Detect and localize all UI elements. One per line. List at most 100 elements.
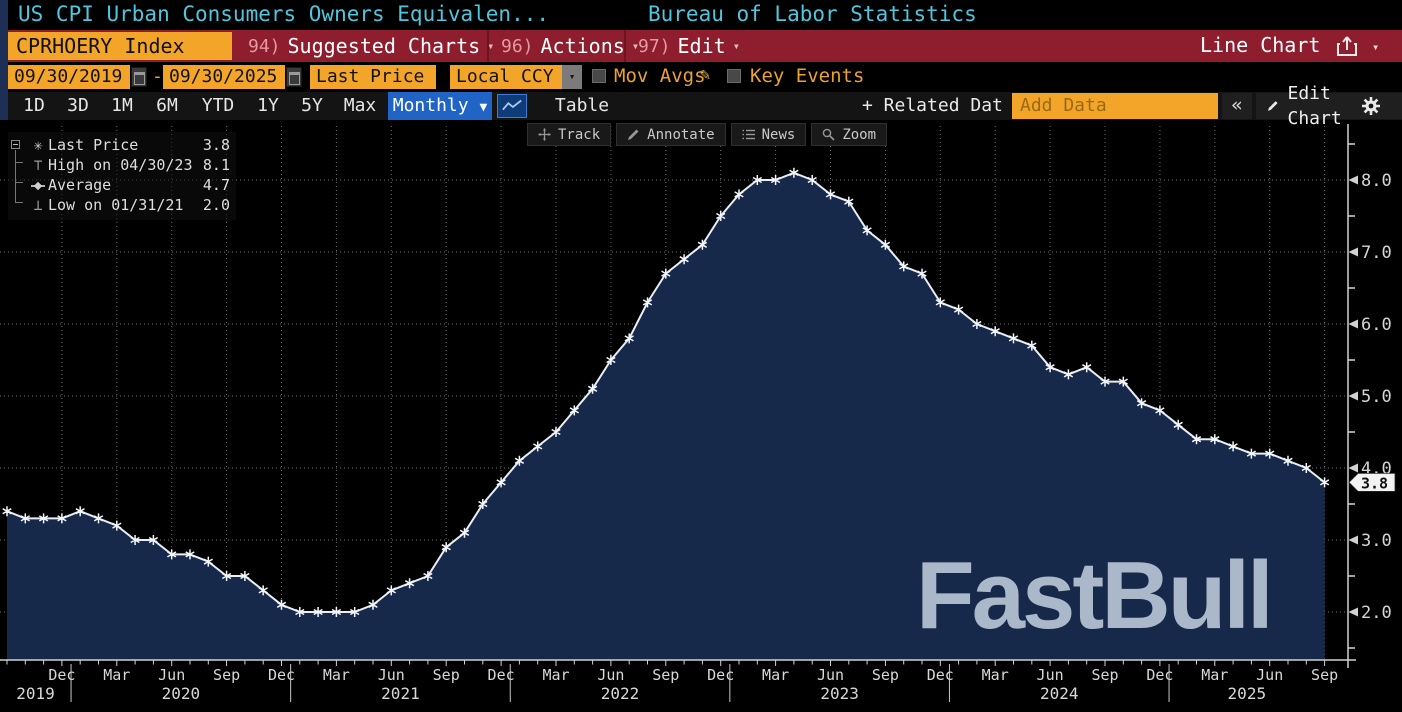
menu-actions[interactable]: 96) Actions ▾	[487, 30, 651, 62]
track-button[interactable]: Track	[527, 123, 612, 146]
y-tick-arrow	[1348, 247, 1358, 257]
legend-tree-stub	[16, 202, 23, 203]
news-button[interactable]: News	[730, 123, 807, 146]
legend-row-last-price: ✳ Last Price 3.8	[14, 135, 230, 155]
date-to-field[interactable]: 09/30/2025	[163, 65, 285, 89]
high-marker-icon: ⊤	[33, 156, 43, 174]
y-tick-arrow	[1348, 391, 1358, 401]
x-tick-label: Sep	[433, 666, 460, 684]
left-edge-strip	[0, 0, 8, 120]
period-label: Monthly	[392, 95, 469, 116]
range-tab-1y[interactable]: 1Y	[257, 95, 279, 116]
security-source: Bureau of Labor Statistics	[648, 2, 977, 26]
legend-collapse-box[interactable]	[11, 140, 20, 149]
annotate-button[interactable]: Annotate	[616, 123, 726, 146]
zoom-button[interactable]: Zoom	[811, 123, 888, 146]
menu-label: Actions	[540, 34, 625, 58]
y-tick-arrow	[1348, 607, 1358, 617]
legend-value: 3.8	[202, 136, 230, 154]
chart-type-label: Line Chart	[1200, 33, 1321, 57]
plot-toolbar: Track Annotate News Zoom	[527, 123, 888, 146]
security-title: US CPI Urban Consumers Owners Equivalen.…	[18, 2, 550, 26]
period-select-monthly[interactable]: Monthly ▼	[388, 92, 492, 120]
x-tick-label: Dec	[1146, 666, 1173, 684]
y-tick-label: 6.0	[1361, 315, 1392, 335]
calendar-icon[interactable]	[286, 67, 302, 87]
range-tab-6m[interactable]: 6M	[156, 95, 178, 116]
legend-label: Last Price	[48, 136, 139, 154]
collapse-button[interactable]: «	[1222, 93, 1252, 119]
x-tick-label: Jun	[1037, 666, 1064, 684]
x-tick-label: Mar	[103, 666, 130, 684]
x-tick-label: Mar	[542, 666, 569, 684]
last-price-badge-value: 3.8	[1361, 474, 1388, 492]
title-bar: US CPI Urban Consumers Owners Equivalen.…	[0, 0, 1402, 30]
export-icon[interactable]	[1334, 34, 1360, 58]
low-marker-icon: ⊥	[33, 196, 43, 214]
button-label: News	[761, 126, 796, 143]
price-field-select[interactable]: Last Price	[310, 65, 436, 89]
y-tick-label: 3.0	[1361, 531, 1392, 551]
x-tick-label: Jun	[597, 666, 624, 684]
pencil-icon	[1267, 101, 1278, 111]
x-tick-label: Dec	[927, 666, 954, 684]
watermark-logo: FastBull	[916, 542, 1274, 649]
x-tick-label: Jun	[817, 666, 844, 684]
last-price-marker-icon: ✳	[33, 136, 43, 154]
y-tick-label: 2.0	[1361, 603, 1392, 623]
calendar-icon[interactable]	[131, 67, 147, 87]
period-tab-bar: 1D 3D 1M 6M YTD 1Y 5Y Max Monthly ▼ Table + Rel…	[0, 83, 1402, 129]
range-tab-3d[interactable]: 3D	[67, 95, 89, 116]
currency-select[interactable]: Local CCY	[450, 65, 562, 89]
chevron-down-icon: ▾	[631, 39, 640, 53]
series-markers	[2, 167, 1330, 617]
related-data-button[interactable]: + Related Dat	[862, 95, 1003, 116]
currency-dropdown-button[interactable]: ▾	[562, 65, 582, 89]
x-tick-label: Sep	[1091, 666, 1118, 684]
pencil-icon[interactable]: ✎	[700, 65, 711, 85]
legend-value: 2.0	[202, 196, 230, 214]
menu-suggested-charts[interactable]: 94) Suggested Charts ▾	[236, 30, 506, 62]
key-events-checkbox[interactable]	[727, 69, 741, 83]
legend-tree-line	[15, 150, 16, 203]
legend-label: Average	[48, 176, 112, 194]
news-icon	[742, 128, 755, 141]
x-tick-label: Jun	[158, 666, 185, 684]
add-data-input[interactable]: Add Data	[1012, 93, 1218, 119]
line-chart-icon[interactable]	[497, 94, 527, 118]
menu-edit[interactable]: 97) Edit ▾	[624, 30, 752, 62]
key-events-label: Key Events	[750, 65, 865, 87]
year-label: 2022	[601, 684, 640, 703]
range-tab-max[interactable]: Max	[343, 95, 377, 116]
legend-tree-stub	[16, 162, 23, 163]
chevron-down-icon: ▾	[487, 39, 495, 53]
legend-label: Low on 01/31/21	[48, 196, 184, 214]
x-tick-label: Jun	[378, 666, 405, 684]
button-label: Annotate	[647, 126, 715, 143]
x-tick-label: Sep	[1311, 666, 1338, 684]
x-tick-label: Dec	[48, 666, 75, 684]
range-tab-5y[interactable]: 5Y	[301, 95, 323, 116]
track-icon	[538, 128, 551, 141]
date-from-field[interactable]: 09/30/2019	[8, 65, 130, 89]
menu-label: Suggested Charts	[287, 34, 481, 58]
year-label: 2025	[1228, 684, 1267, 703]
gear-icon[interactable]	[1358, 94, 1384, 118]
menu-number: 96)	[501, 35, 534, 57]
y-tick-arrow	[1348, 535, 1358, 545]
y-tick-arrow	[1348, 175, 1358, 185]
legend-value: 4.7	[202, 176, 230, 194]
chevron-down-icon[interactable]: ▾	[1372, 40, 1380, 54]
range-tab-ytd[interactable]: YTD	[201, 95, 235, 116]
year-label: 2023	[820, 684, 859, 703]
ticker-field[interactable]: CPRHOERY Index	[8, 32, 232, 60]
table-button[interactable]: Table	[554, 95, 610, 116]
y-tick-label: 7.0	[1361, 243, 1392, 263]
range-tab-1m[interactable]: 1M	[111, 95, 133, 116]
mov-avgs-checkbox[interactable]	[592, 69, 606, 83]
range-tab-1d[interactable]: 1D	[23, 95, 45, 116]
date-range-dash: -	[152, 66, 163, 87]
x-tick-label: Mar	[1201, 666, 1228, 684]
legend-row-average: Average 4.7	[14, 175, 230, 195]
